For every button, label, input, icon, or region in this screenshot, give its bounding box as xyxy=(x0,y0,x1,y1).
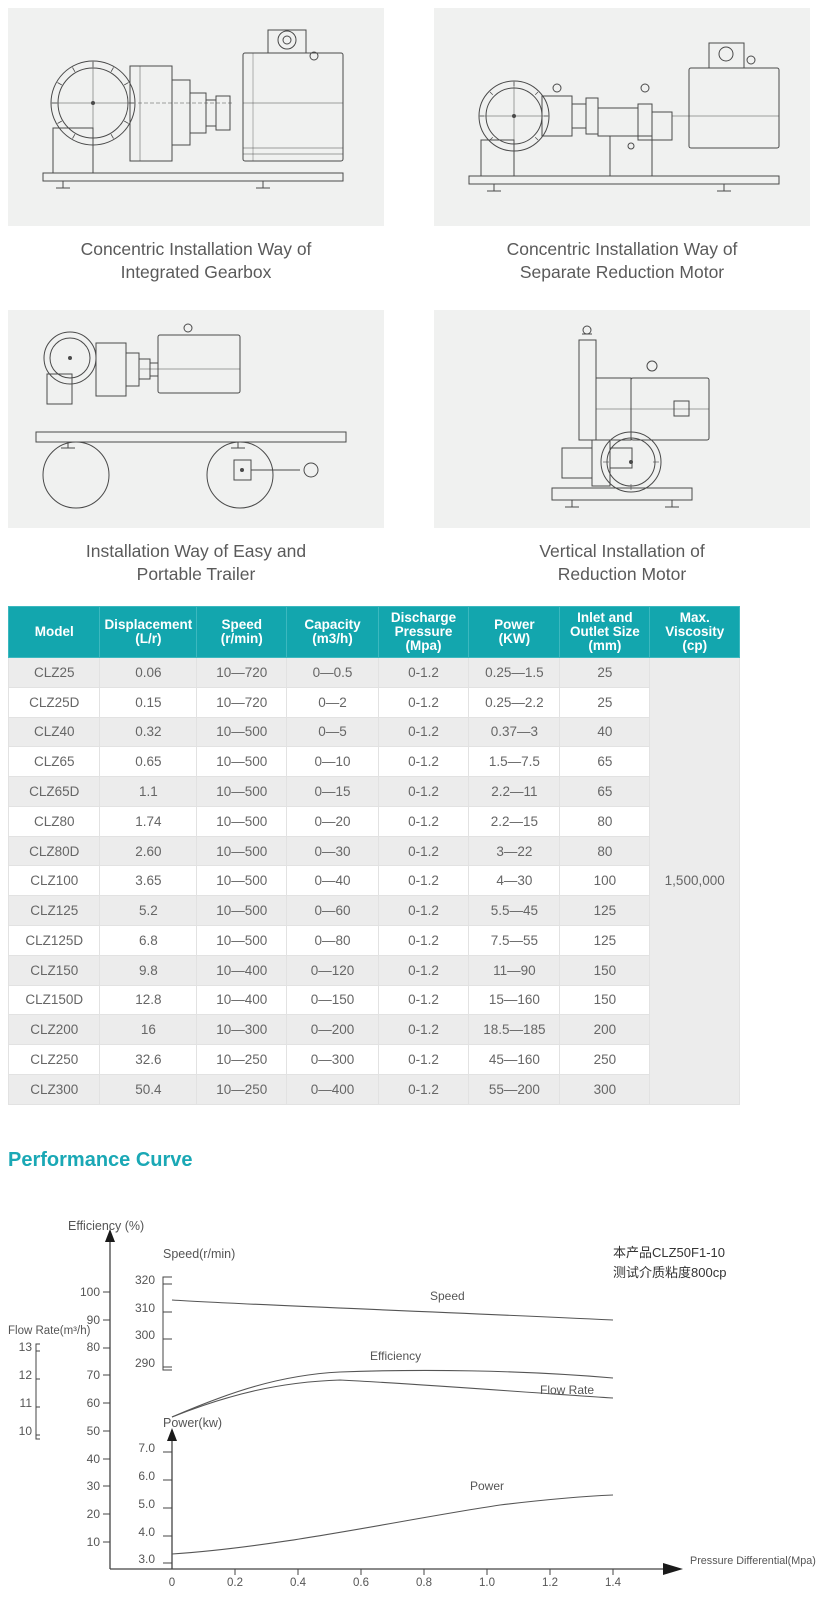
svg-text:90: 90 xyxy=(87,1313,101,1327)
svg-text:80: 80 xyxy=(87,1340,101,1354)
svg-text:6.0: 6.0 xyxy=(138,1469,155,1483)
svg-text:Flow Rate(m³/h): Flow Rate(m³/h) xyxy=(8,1325,91,1337)
svg-text:Flow Rate: Flow Rate xyxy=(540,1383,594,1397)
svg-text:10: 10 xyxy=(19,1424,33,1438)
svg-text:0.8: 0.8 xyxy=(416,1577,432,1589)
svg-text:100: 100 xyxy=(80,1285,100,1299)
svg-text:Speed(r/min): Speed(r/min) xyxy=(163,1247,235,1261)
svg-text:4.0: 4.0 xyxy=(138,1525,155,1539)
svg-text:60: 60 xyxy=(87,1396,101,1410)
svg-text:1.0: 1.0 xyxy=(479,1577,495,1589)
svg-text:13: 13 xyxy=(19,1340,33,1354)
svg-text:300: 300 xyxy=(135,1328,155,1342)
svg-text:0.2: 0.2 xyxy=(227,1577,243,1589)
svg-text:Efficiency (%): Efficiency (%) xyxy=(68,1219,144,1233)
svg-text:40: 40 xyxy=(87,1452,101,1466)
svg-text:310: 310 xyxy=(135,1301,155,1315)
svg-text:5.0: 5.0 xyxy=(138,1497,155,1511)
svg-text:20: 20 xyxy=(87,1507,101,1521)
svg-text:0: 0 xyxy=(169,1577,175,1589)
svg-text:70: 70 xyxy=(87,1368,101,1382)
svg-text:10: 10 xyxy=(87,1535,101,1549)
svg-text:Pressure Differential(Mpa): Pressure Differential(Mpa) xyxy=(690,1555,816,1567)
svg-text:3.0: 3.0 xyxy=(138,1552,155,1566)
svg-text:Speed: Speed xyxy=(430,1289,465,1303)
svg-text:50: 50 xyxy=(87,1424,101,1438)
svg-text:0.4: 0.4 xyxy=(290,1577,307,1589)
svg-text:11: 11 xyxy=(20,1396,33,1410)
svg-text:1.2: 1.2 xyxy=(542,1577,558,1589)
svg-text:测试介质粘度800cp: 测试介质粘度800cp xyxy=(613,1265,726,1280)
svg-text:Power: Power xyxy=(470,1479,504,1493)
svg-text:7.0: 7.0 xyxy=(138,1441,155,1455)
svg-text:12: 12 xyxy=(19,1368,33,1382)
svg-text:Power(kw): Power(kw) xyxy=(163,1416,222,1430)
svg-text:1.4: 1.4 xyxy=(605,1577,622,1589)
svg-text:0.6: 0.6 xyxy=(353,1577,369,1589)
svg-text:Efficiency: Efficiency xyxy=(370,1349,421,1363)
svg-text:本产品CLZ50F1-10: 本产品CLZ50F1-10 xyxy=(613,1245,725,1260)
svg-text:290: 290 xyxy=(135,1356,155,1370)
svg-text:320: 320 xyxy=(135,1273,155,1287)
svg-text:30: 30 xyxy=(87,1479,101,1493)
